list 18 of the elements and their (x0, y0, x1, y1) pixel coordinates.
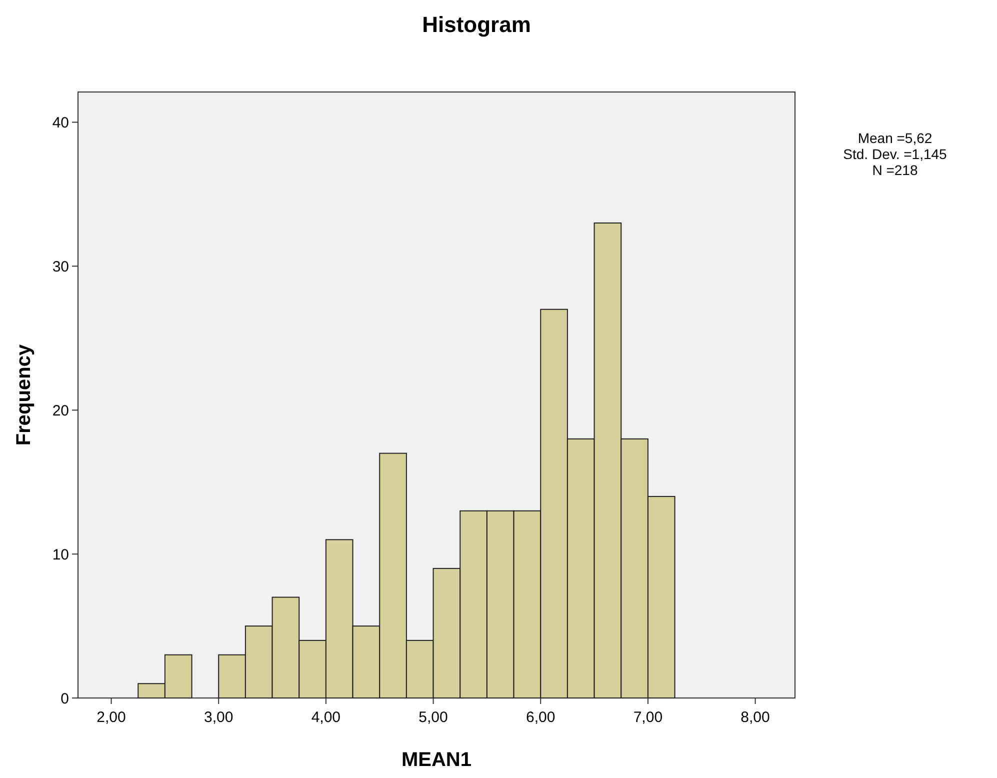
y-tick-label: 30 (52, 258, 69, 276)
x-tick-label: 8,00 (740, 709, 770, 726)
x-tick-label: 6,00 (526, 709, 556, 726)
text: Mean =5,62 (858, 130, 932, 146)
x-tick-label: 7,00 (633, 709, 663, 726)
y-tick-label: 0 (60, 690, 69, 708)
y-tick-label: 40 (52, 114, 69, 132)
y-axis-title: Frequency (13, 344, 35, 446)
y-tick-label: 20 (52, 402, 69, 420)
text: N =218 (872, 162, 918, 178)
text: Std. Dev. =1,145 (843, 146, 948, 162)
x-tick-label: 5,00 (418, 709, 448, 726)
x-axis-title: MEAN1 (401, 749, 472, 771)
y-tick-label: 10 (52, 546, 69, 564)
x-tick-label: 3,00 (204, 709, 234, 726)
chart-title: Histogram (422, 12, 531, 37)
x-tick-label: 4,00 (311, 709, 341, 726)
x-tick-label: 2,00 (96, 709, 126, 726)
